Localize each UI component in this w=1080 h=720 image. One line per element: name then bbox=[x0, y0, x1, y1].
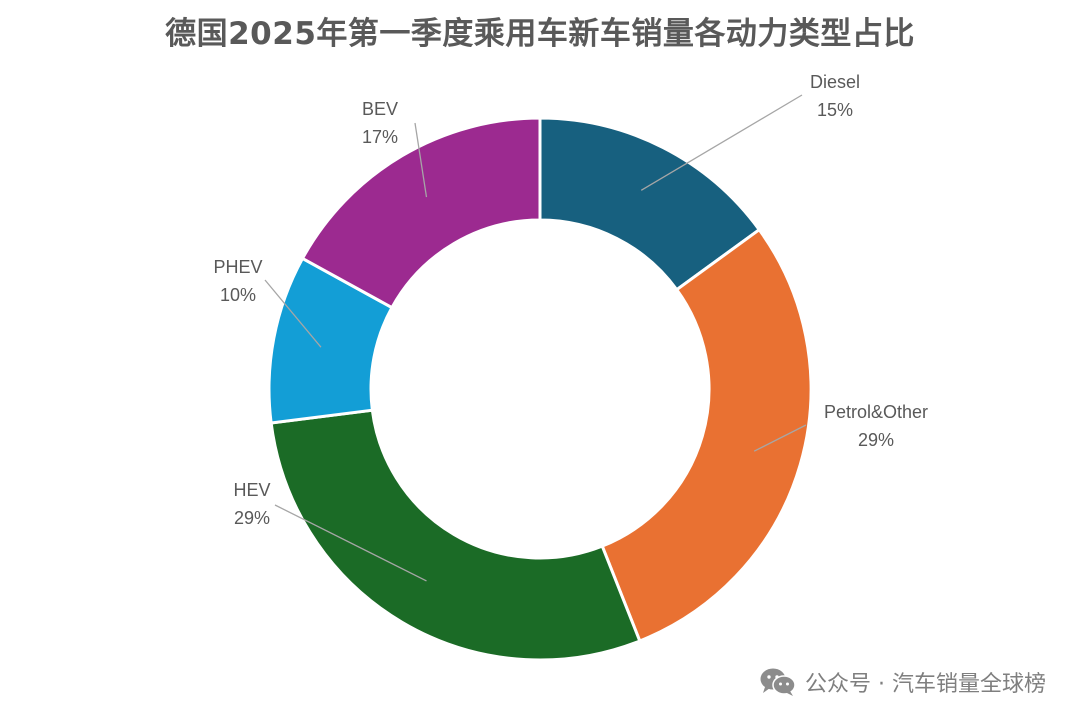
chart-title: 德国2025年第一季度乘用车新车销量各动力类型占比 bbox=[165, 16, 915, 52]
data-label-percent: 10% bbox=[220, 285, 256, 305]
data-label-percent: 29% bbox=[234, 508, 270, 528]
data-labels: Diesel 15% Petrol&Other 29% HEV 29% PHEV 10% BEV… bbox=[213, 72, 928, 528]
data-label-percent: 17% bbox=[362, 127, 398, 147]
leader-line bbox=[264, 279, 322, 348]
data-label-name: BEV bbox=[362, 99, 398, 119]
leader-line bbox=[274, 504, 427, 582]
data-label-name: PHEV bbox=[213, 257, 262, 277]
watermark-text: 公众号 · 汽车销量全球榜 bbox=[805, 672, 1046, 697]
data-label-name: HEV bbox=[233, 480, 270, 500]
leader-line bbox=[753, 424, 807, 452]
data-label-name: Petrol&Other bbox=[824, 402, 928, 422]
data-label-percent: 15% bbox=[817, 100, 853, 120]
slice-bev bbox=[300, 116, 542, 310]
slice-hev bbox=[269, 408, 642, 662]
leader-lines bbox=[264, 94, 807, 582]
slice-petrol-other bbox=[600, 227, 813, 643]
data-label-percent: 29% bbox=[858, 430, 894, 450]
data-label-name: Diesel bbox=[810, 72, 860, 92]
wechat-icon bbox=[760, 668, 796, 696]
watermark: 公众号 · 汽车销量全球榜 bbox=[759, 666, 1046, 698]
leader-line bbox=[414, 122, 428, 198]
leader-line bbox=[640, 94, 803, 191]
donut-slices bbox=[267, 116, 813, 662]
